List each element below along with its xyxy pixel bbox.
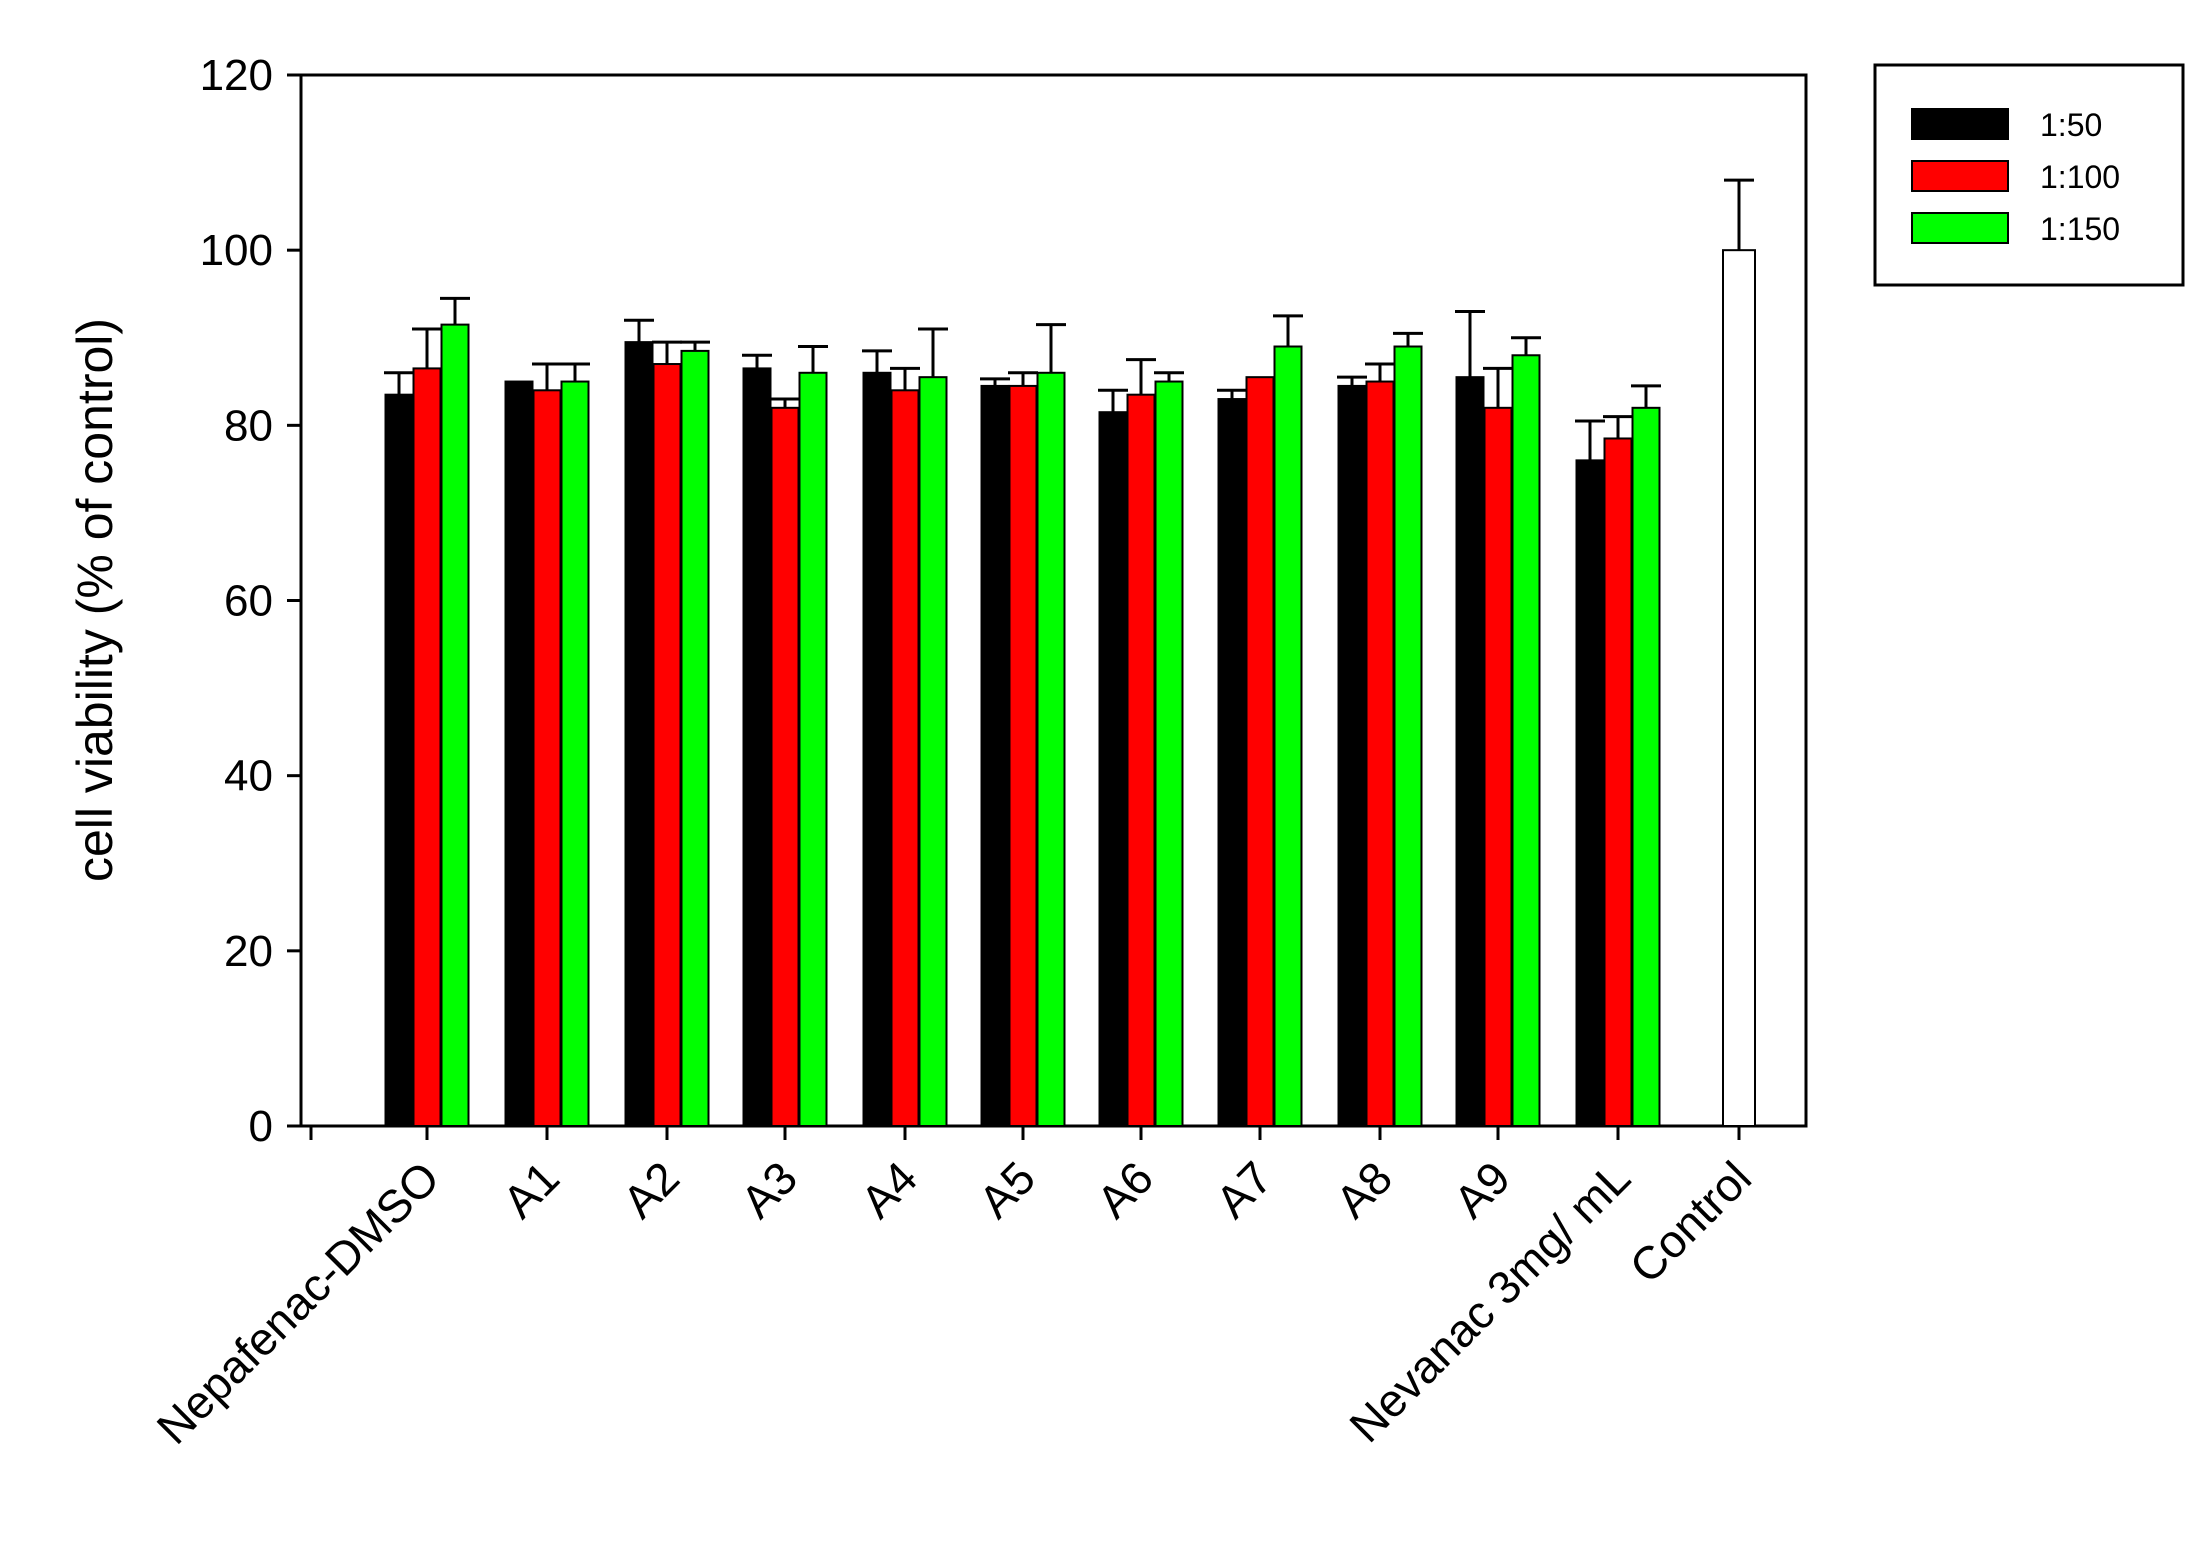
bar: [560, 380, 590, 1127]
legend-swatch: [1911, 160, 2009, 192]
y-tick-label: 40: [224, 752, 273, 801]
bar: [1455, 376, 1485, 1128]
bar: [1365, 380, 1395, 1127]
bar: [652, 363, 682, 1127]
bar: [384, 393, 414, 1128]
bar: [1631, 406, 1661, 1128]
bar: [624, 341, 654, 1128]
bar: [1511, 354, 1541, 1127]
bar: [1337, 384, 1367, 1127]
bar: [440, 323, 470, 1127]
legend-swatch: [1911, 108, 2009, 140]
bar: [1008, 384, 1038, 1127]
bar: [680, 349, 710, 1127]
bar: [742, 367, 772, 1127]
bar: [770, 406, 800, 1128]
bar: [1575, 459, 1605, 1128]
bar: [798, 371, 828, 1127]
y-axis-title: cell viability (% of control): [67, 318, 123, 882]
error-bars: [384, 178, 1754, 461]
y-tick-label: 80: [224, 401, 273, 450]
bars: [384, 249, 1756, 1128]
bar: [890, 389, 920, 1127]
bar: [1603, 437, 1633, 1127]
bar: [532, 389, 562, 1127]
bar: [1217, 398, 1247, 1127]
bar: [980, 384, 1010, 1127]
bar: [1273, 345, 1303, 1127]
bar: [1483, 406, 1513, 1128]
bar: [1245, 376, 1275, 1128]
bar: [504, 380, 534, 1127]
legend-label: 1:150: [2040, 211, 2120, 247]
legend-swatch: [1911, 212, 2009, 244]
y-axis: 0 20 40 60 80 100 120: [200, 51, 301, 1151]
bar: [918, 376, 948, 1128]
bar: [1098, 411, 1128, 1127]
y-tick-label: 0: [249, 1102, 273, 1151]
y-tick-label: 120: [200, 51, 273, 100]
y-tick-label: 60: [224, 577, 273, 626]
bar: [1036, 371, 1066, 1127]
legend-label: 1:50: [2040, 107, 2102, 143]
bar: [1126, 393, 1156, 1128]
legend: 1:50 1:100 1:150: [1873, 63, 2185, 287]
legend-label: 1:100: [2040, 159, 2120, 195]
bar: [1722, 249, 1756, 1127]
bar: [862, 371, 892, 1127]
bar: [1393, 345, 1423, 1127]
y-tick-label: 100: [200, 226, 273, 275]
y-tick-label: 20: [224, 927, 273, 976]
bar: [412, 367, 442, 1127]
bar: [1154, 380, 1184, 1127]
